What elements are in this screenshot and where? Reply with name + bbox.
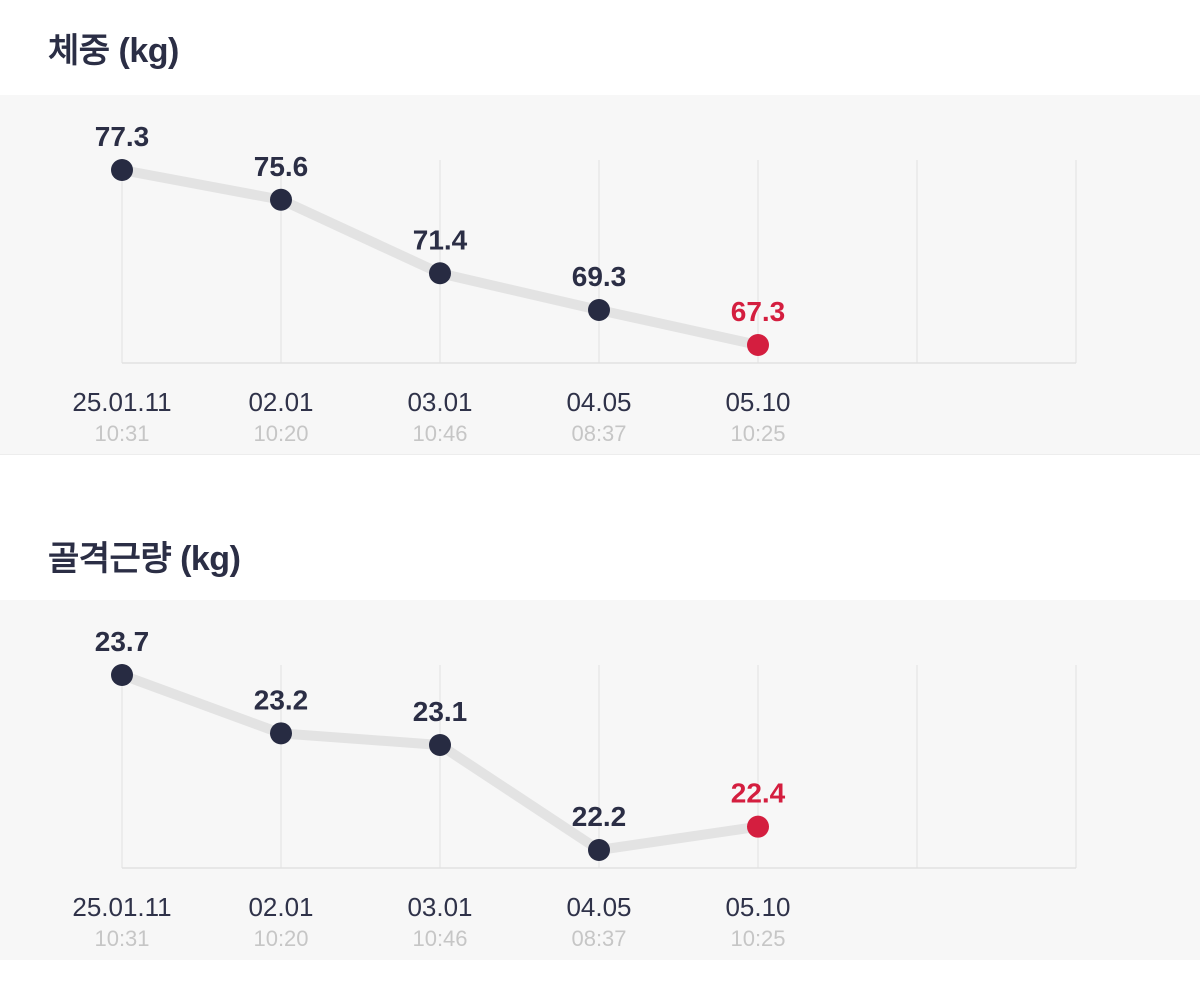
value-label: 69.3 [572,261,627,292]
data-point[interactable] [747,815,769,838]
value-label: 22.2 [572,801,627,832]
x-axis-time-label: 10:31 [94,421,149,446]
data-point[interactable] [588,299,610,321]
value-label: 71.4 [413,224,468,255]
x-axis-time-label: 10:20 [253,421,308,446]
x-axis-time-label: 10:20 [253,926,308,951]
data-point[interactable] [111,159,133,181]
muscle-panel: 골격근량 (kg) 23.7 25.01.11 10:31 23.2 02.01 10:2… [0,510,1200,960]
muscle-chart-area: 23.7 25.01.11 10:31 23.2 02.01 10:20 23.1 03.01… [0,600,1200,960]
weight-panel-header: 체중 (kg) [0,0,1200,95]
x-axis-time-label: 10:25 [730,421,785,446]
x-axis-time-label: 10:46 [412,926,467,951]
muscle-chart-title: 골격근량 (kg) [48,539,241,578]
data-point[interactable] [429,734,451,756]
weight-chart-area: 77.3 25.01.11 10:31 75.6 02.01 10:20 71.4 03.01… [0,95,1200,455]
weight-chart-title: 체중 (kg) [48,32,179,70]
weight-chart: 77.3 25.01.11 10:31 75.6 02.01 10:20 71.4 03.01… [72,121,1077,446]
muscle-panel-header: 골격근량 (kg) [0,510,1200,600]
value-label: 23.7 [95,626,150,657]
bottom-spacer [0,960,1200,1000]
data-point[interactable] [429,262,451,285]
x-axis-date-label: 05.10 [725,892,790,922]
x-axis-time-label: 10:25 [730,926,785,951]
x-axis-date-label: 03.01 [407,892,472,922]
x-axis-time-label: 10:31 [94,926,149,951]
data-point[interactable] [270,722,292,745]
x-axis-date-label: 04.05 [566,892,631,922]
data-point[interactable] [111,664,133,686]
x-axis-date-label: 02.01 [248,387,313,417]
value-label: 77.3 [95,121,150,152]
x-axis-time-label: 10:46 [412,421,467,446]
data-point[interactable] [588,839,610,861]
panel-divider [0,455,1200,510]
weight-panel: 체중 (kg) 77.3 25.01.11 10:31 75.6 02.01 10:20 7… [0,0,1200,455]
value-label: 75.6 [254,151,309,182]
x-axis-date-label: 25.01.11 [72,387,171,417]
value-label: 22.4 [731,778,786,809]
value-label: 23.1 [413,696,468,727]
x-axis-date-label: 03.01 [407,387,472,417]
value-label: 23.2 [254,684,309,715]
x-axis-time-label: 08:37 [571,421,626,446]
x-axis-time-label: 08:37 [571,926,626,951]
data-point[interactable] [747,334,769,356]
data-point[interactable] [270,188,292,211]
x-axis-date-label: 02.01 [248,892,313,922]
x-axis-date-label: 25.01.11 [72,892,171,922]
muscle-chart: 23.7 25.01.11 10:31 23.2 02.01 10:20 23.1 03.01… [72,626,1077,951]
x-axis-date-label: 05.10 [725,387,790,417]
x-axis-date-label: 04.05 [566,387,631,417]
value-label: 67.3 [731,296,786,327]
